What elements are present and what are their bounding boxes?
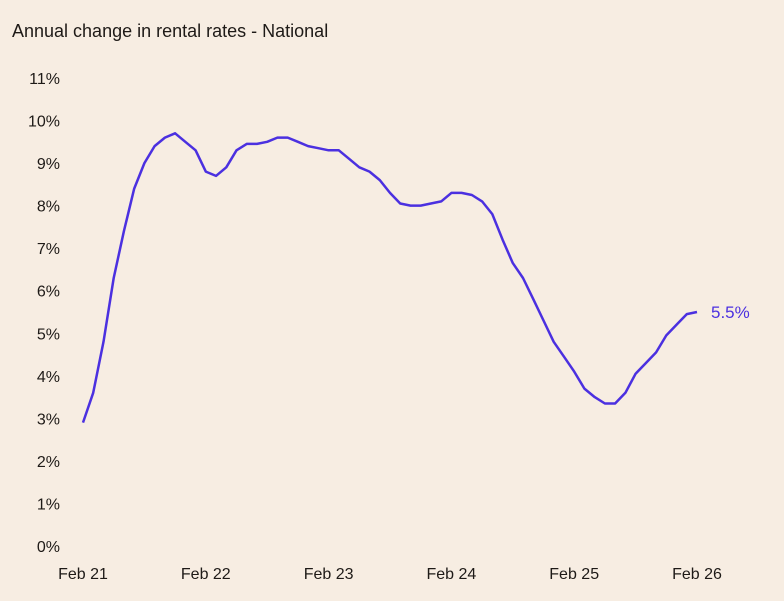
series-line [81,132,698,424]
x-tick-label: Feb 25 [549,566,599,583]
y-tick-label: 11% [29,71,60,88]
x-tick-label: Feb 26 [672,566,722,583]
y-tick-label: 3% [37,411,60,428]
y-tick-label: 4% [37,369,60,386]
y-tick-label: 0% [37,539,60,556]
y-tick-label: 5% [37,326,60,343]
y-tick-label: 6% [37,284,60,301]
x-tick-label: Feb 23 [304,566,354,583]
y-tick-label: 10% [28,114,60,131]
y-tick-label: 2% [37,454,60,471]
chart-title: Annual change in rental rates - National [12,21,329,41]
y-tick-label: 1% [37,496,60,513]
y-tick-label: 9% [37,156,60,173]
end-value-label: 5.5% [711,303,750,322]
y-tick-label: 7% [37,241,60,258]
x-tick-label: Feb 22 [181,566,231,583]
y-tick-label: 8% [37,199,60,216]
x-tick-label: Feb 24 [426,566,476,583]
x-tick-label: Feb 21 [58,566,108,583]
